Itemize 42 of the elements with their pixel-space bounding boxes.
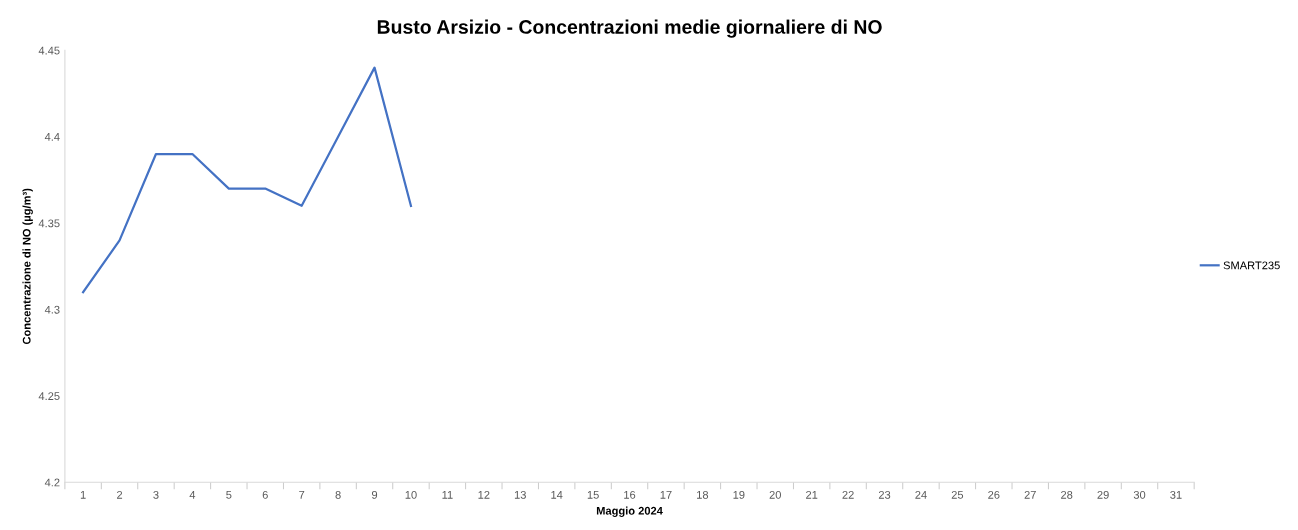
- x-tick-label: 27: [1024, 490, 1036, 499]
- y-tick-label: 4.3: [44, 305, 60, 314]
- x-tick-label: 4: [189, 491, 196, 499]
- x-tick-label: 13: [514, 490, 526, 499]
- y-tick-label: 4.4: [44, 133, 60, 141]
- x-tick-label: 31: [1170, 490, 1182, 499]
- y-tick-label: 4.35: [38, 219, 60, 228]
- x-tick-label: 20: [769, 490, 781, 499]
- x-tick-label: 15: [587, 491, 599, 499]
- x-tick-label: 1: [80, 491, 86, 499]
- x-tick-label: 26: [988, 490, 1000, 499]
- x-tick-label: 10: [405, 490, 417, 499]
- x-tick-label: 9: [371, 490, 378, 499]
- y-tick-label: 4.2: [44, 478, 60, 487]
- x-tick-label: 22: [842, 490, 854, 499]
- chart-title: Busto Arsizio - Concentrazioni medie giornaliere di NO: [377, 19, 882, 38]
- y-axis-title: Concentrazione di NO (µg/m³): [22, 188, 33, 345]
- x-tick-label: 12: [478, 490, 490, 499]
- x-tick-label: 21: [806, 490, 818, 499]
- legend-label: SMART235: [1223, 261, 1280, 270]
- x-tick-label: 6: [262, 490, 268, 499]
- x-tick-label: 3: [153, 490, 159, 499]
- x-tick-label: 18: [697, 490, 709, 499]
- x-tick-label: 19: [733, 490, 745, 499]
- x-tick-label: 14: [551, 491, 563, 499]
- x-tick-label: 8: [335, 490, 341, 499]
- x-tick-label: 23: [878, 490, 891, 499]
- x-tick-label: 24: [915, 490, 927, 499]
- y-tick-label: 4.25: [38, 392, 60, 401]
- x-tick-label: 17: [660, 491, 672, 499]
- x-tick-label: 29: [1097, 490, 1109, 499]
- x-tick-label: 28: [1061, 490, 1073, 499]
- x-tick-label: 25: [951, 490, 964, 499]
- x-tick-label: 7: [299, 491, 305, 499]
- line-series: [82, 66, 413, 294]
- x-axis-title: Maggio 2024: [596, 506, 663, 517]
- x-tick-label: 11: [442, 491, 453, 499]
- x-tick-label: 5: [226, 491, 232, 499]
- x-tick-label: 2: [117, 490, 123, 499]
- x-tick-label: 30: [1133, 490, 1146, 499]
- x-tick-label: 16: [624, 490, 636, 499]
- y-tick-label: 4.45: [38, 46, 60, 55]
